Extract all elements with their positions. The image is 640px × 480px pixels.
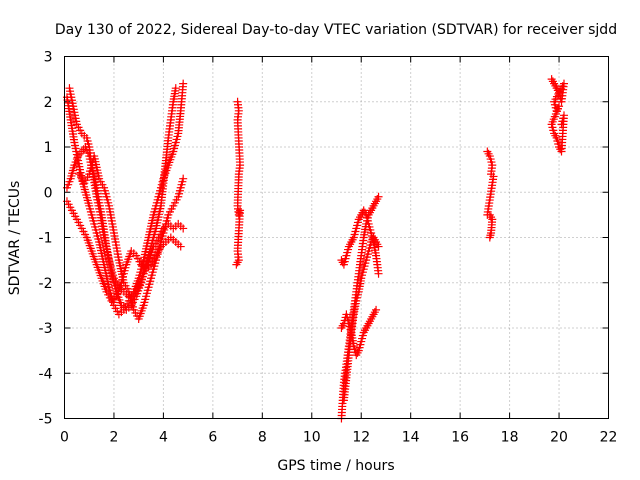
plus-marker xyxy=(179,174,188,183)
plus-marker xyxy=(485,233,494,242)
x-tick-label: 12 xyxy=(352,430,370,446)
x-tick-label: 10 xyxy=(303,430,321,446)
series-arc-l xyxy=(547,75,568,156)
plus-marker xyxy=(557,120,566,129)
x-axis-label: GPS time / hours xyxy=(277,458,394,474)
y-tick-label: -2 xyxy=(39,276,53,292)
grid-lines xyxy=(64,56,609,419)
y-tick-label: -1 xyxy=(39,231,53,247)
x-tick-label: 8 xyxy=(258,430,267,446)
plus-marker xyxy=(179,79,188,88)
series-arc-b xyxy=(62,79,188,319)
x-tick-label: 22 xyxy=(600,430,618,446)
x-tick-label: 2 xyxy=(109,430,118,446)
x-tick-label: 18 xyxy=(501,430,519,446)
y-tick-label: 0 xyxy=(44,185,53,201)
x-tick-labels: 0 2 4 6 8 10 12 14 16 18 20 22 xyxy=(60,430,617,446)
y-tick-label: -5 xyxy=(39,412,53,428)
y-tick-label: 1 xyxy=(44,140,53,156)
plus-marker xyxy=(232,260,241,269)
series-arc-f xyxy=(232,97,245,269)
x-tick-label: 20 xyxy=(550,430,568,446)
y-tick-label: 2 xyxy=(44,95,53,111)
x-tick-label: 6 xyxy=(208,430,217,446)
plus-marker xyxy=(374,242,383,251)
series-arc-i xyxy=(337,305,381,360)
x-tick-label: 4 xyxy=(159,430,168,446)
plus-marker xyxy=(171,84,180,93)
chart-title: Day 130 of 2022, Sidereal Day-to-day VTE… xyxy=(55,22,617,38)
x-tick-label: 16 xyxy=(451,430,469,446)
y-tick-label: 3 xyxy=(44,50,53,66)
plus-marker xyxy=(176,242,185,251)
y-tick-labels: 3 2 1 0 -1 -2 -3 -4 -5 xyxy=(39,50,53,428)
series-arc-e xyxy=(75,152,188,323)
y-tick-label: -3 xyxy=(39,321,53,337)
x-tick-label: 0 xyxy=(60,430,69,446)
plus-marker xyxy=(374,269,383,278)
plus-marker xyxy=(179,224,188,233)
series-arc-j xyxy=(337,206,383,278)
series-arc-k xyxy=(483,147,498,242)
plus-marker xyxy=(374,192,383,201)
plus-marker xyxy=(372,305,381,314)
y-tick-label: -4 xyxy=(39,366,53,382)
data-points xyxy=(62,75,568,423)
plot-frame xyxy=(64,56,609,419)
x-tick-label: 14 xyxy=(402,430,420,446)
y-axis-label: SDTVAR / TECUs xyxy=(7,181,23,296)
